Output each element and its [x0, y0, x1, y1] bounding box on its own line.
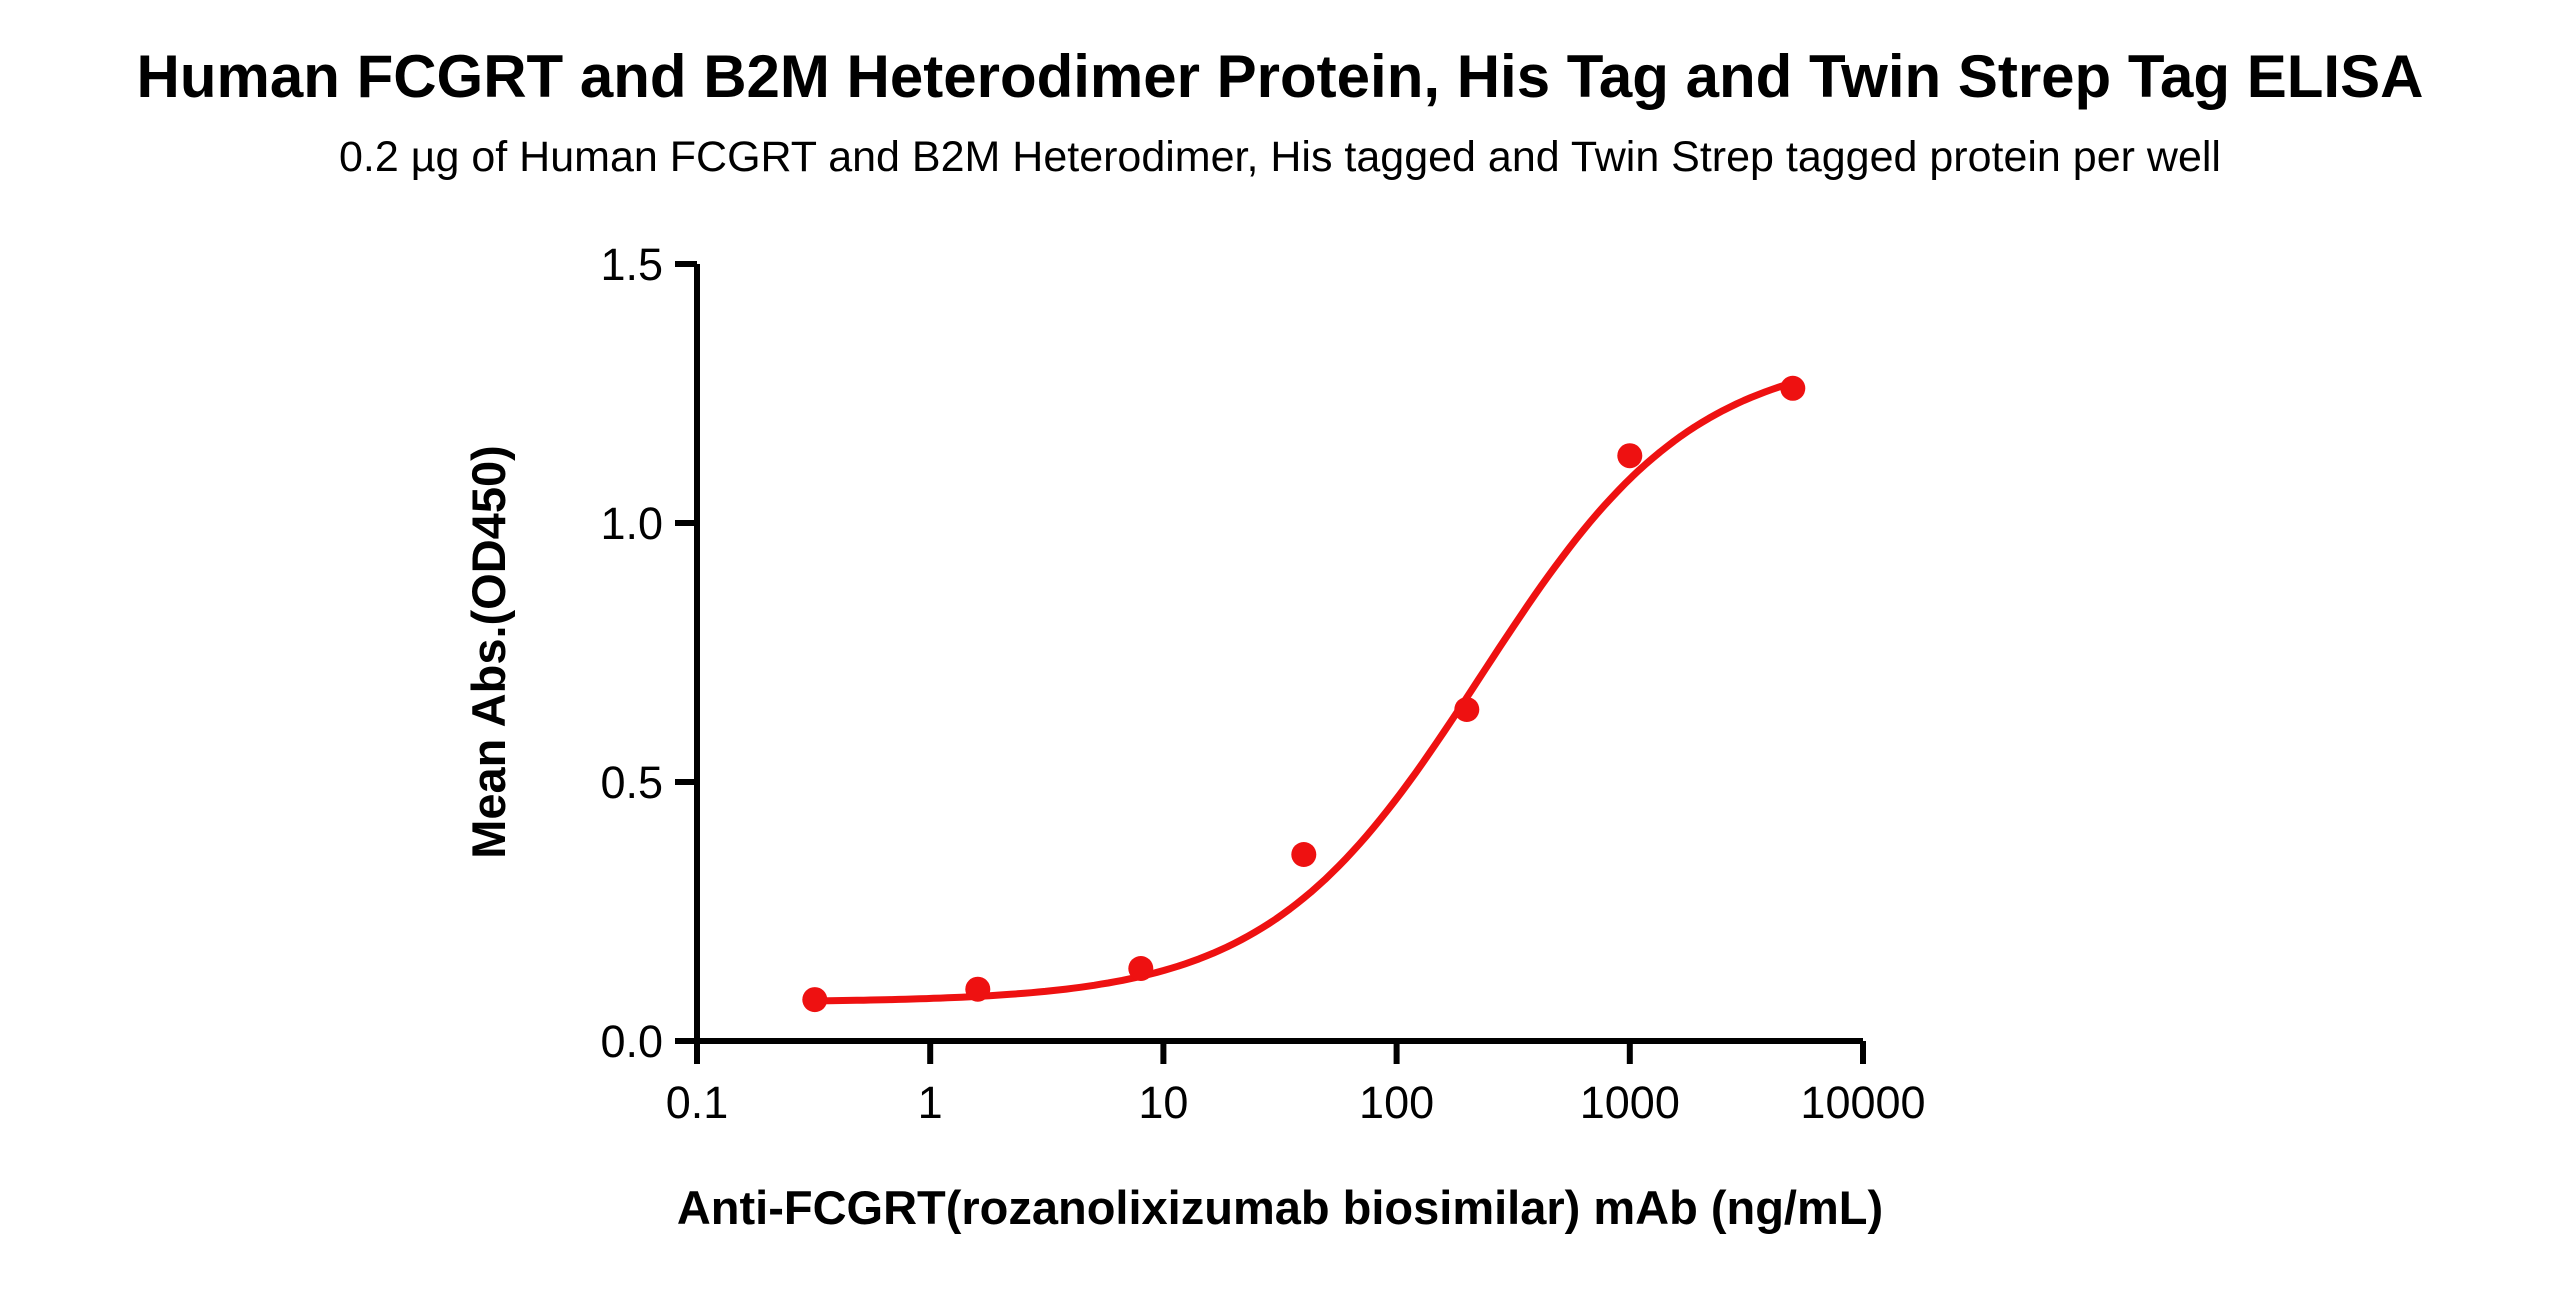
data-point [802, 987, 828, 1013]
y-tick-label: 1.0 [600, 498, 663, 549]
y-tick-label: 0.5 [600, 757, 663, 808]
y-tick-label: 0.0 [600, 1016, 663, 1067]
x-axis-label: Anti-FCGRT(rozanolixizumab biosimilar) m… [677, 1181, 1883, 1234]
y-tick-label: 1.5 [600, 239, 663, 290]
figure-subtitle: 0.2 µg of Human FCGRT and B2M Heterodime… [339, 133, 2221, 181]
data-point [1128, 956, 1154, 981]
data-point [1617, 443, 1643, 469]
axis-spines [694, 264, 1863, 1044]
plot-series [802, 375, 1806, 1013]
data-point [1454, 697, 1480, 722]
fit-curve [811, 379, 1797, 1005]
x-tick-label: 10000 [1800, 1077, 1925, 1128]
data-point [965, 976, 991, 1002]
x-tick-label: 0.1 [666, 1077, 729, 1128]
x-tick-label: 100 [1359, 1077, 1434, 1128]
y-axis-label: Mean Abs.(OD450) [462, 445, 515, 859]
x-tick-label: 1000 [1580, 1077, 1680, 1128]
data-point [1291, 842, 1317, 867]
x-tick-label: 1 [918, 1077, 943, 1128]
axes: 0.0 0.5 1.0 1.5 0.1 1 10 100 1000 10000 [600, 239, 1925, 1128]
x-tick-label: 10 [1138, 1077, 1188, 1128]
figure-title: Human FCGRT and B2M Heterodimer Protein,… [136, 43, 2424, 110]
data-point [1780, 375, 1806, 401]
